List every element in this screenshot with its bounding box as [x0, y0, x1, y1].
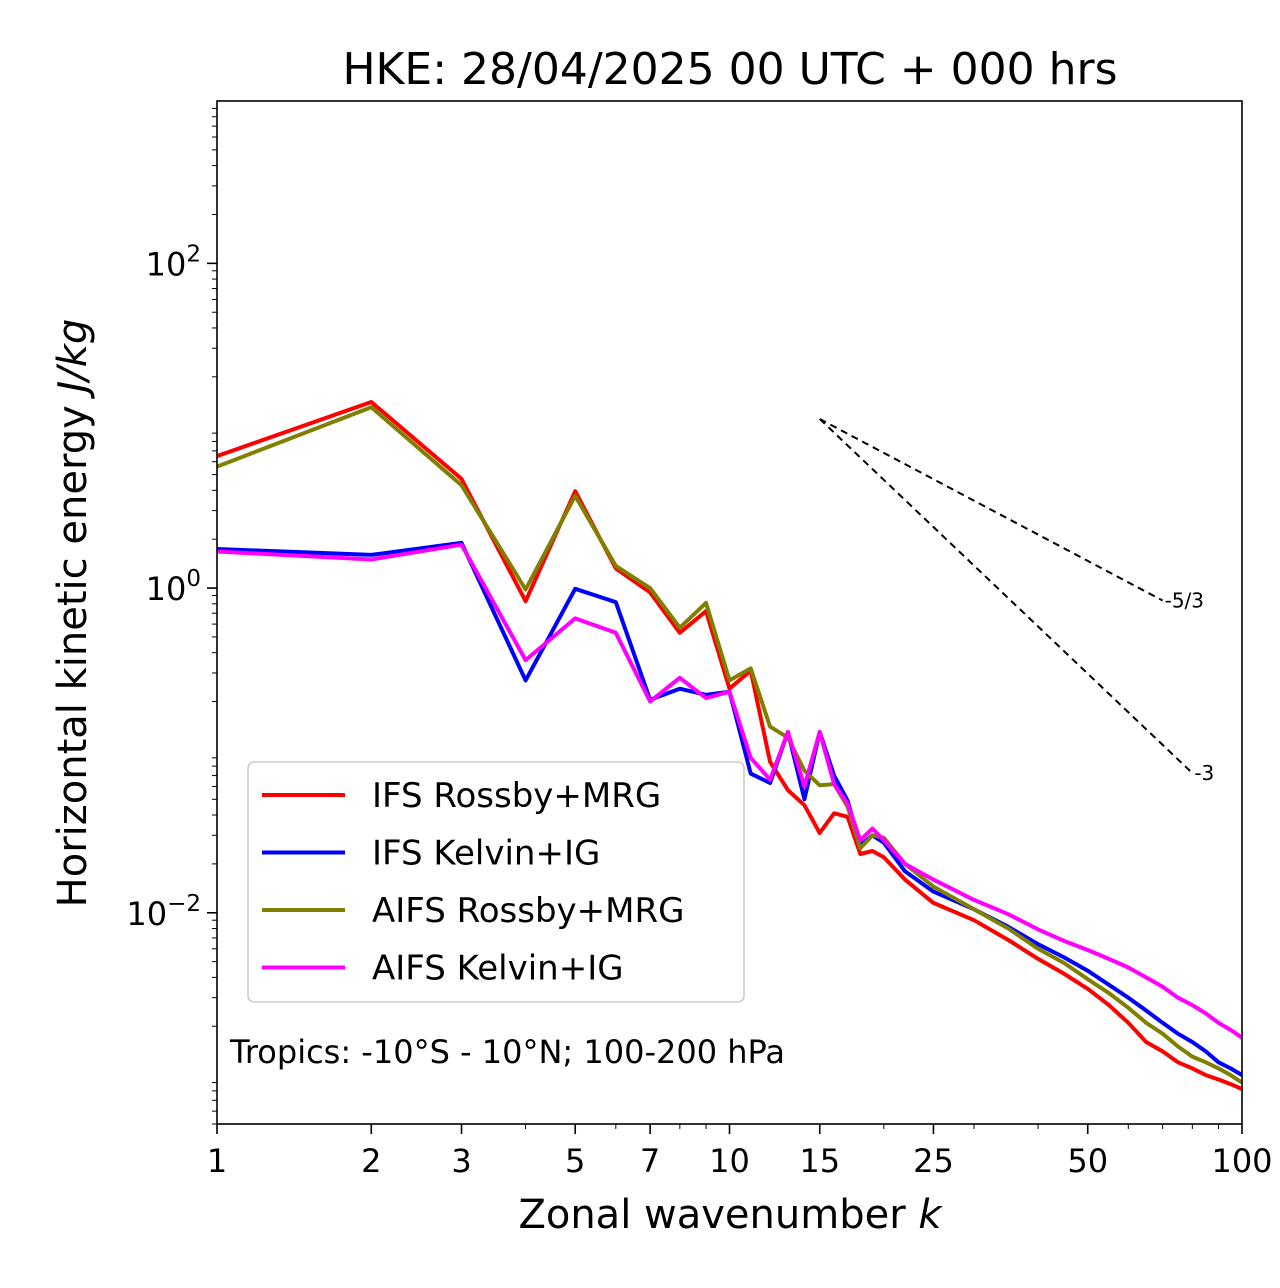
reference-line-1 — [819, 418, 1164, 602]
x-tick-label: 50 — [1067, 1142, 1108, 1180]
series-line-1 — [217, 400, 1242, 1091]
x-tick-label: 1 — [207, 1142, 227, 1180]
region-annotation: Tropics: -10°S - 10°N; 100-200 hPa — [229, 1033, 785, 1071]
x-axis-label: Zonal wavenumber k — [518, 1192, 943, 1238]
y-tick-label: 102 — [146, 241, 201, 283]
x-tick-label: 15 — [799, 1142, 840, 1180]
x-tick-label: 5 — [565, 1142, 585, 1180]
y-tick-label: 10−2 — [126, 891, 201, 933]
x-tick-label: 7 — [640, 1142, 660, 1180]
y-tick-label: 100 — [146, 566, 201, 608]
series-line-4 — [217, 542, 1242, 1040]
legend-box — [247, 761, 745, 1003]
x-axis-label-var: k — [918, 1192, 943, 1238]
legend-label-4: AIFS Kelvin+IG — [372, 949, 624, 989]
reference-line-2 — [819, 418, 1194, 774]
reference-label-2: -3 — [1194, 761, 1214, 785]
x-tick-label: 3 — [451, 1142, 471, 1180]
x-tick-label: 10 — [709, 1142, 750, 1180]
x-tick-label: 25 — [913, 1142, 954, 1180]
x-tick-label: 100 — [1211, 1142, 1272, 1180]
chart-title: HKE: 28/04/2025 00 UTC + 000 hrs — [342, 44, 1117, 95]
legend-label-3: AIFS Rossby+MRG — [372, 891, 684, 931]
y-axis-label: Horizontal kinetic energy J/kg — [50, 319, 96, 908]
series-line-3 — [217, 405, 1242, 1085]
plot-frame — [216, 100, 1243, 1125]
x-axis-label-text: Zonal wavenumber — [518, 1192, 918, 1238]
legend: IFS Rossby+MRG IFS Kelvin+IG AIFS Rossby+M… — [247, 761, 745, 1003]
x-tick-label: 2 — [361, 1142, 381, 1180]
y-axis-label-unit: J/kg — [50, 319, 96, 400]
legend-label-1: IFS Rossby+MRG — [372, 776, 661, 816]
y-axis-label-text: Horizontal kinetic energy — [50, 393, 96, 908]
reference-label-1: -5/3 — [1165, 589, 1204, 613]
legend-label-2: IFS Kelvin+IG — [372, 834, 600, 874]
